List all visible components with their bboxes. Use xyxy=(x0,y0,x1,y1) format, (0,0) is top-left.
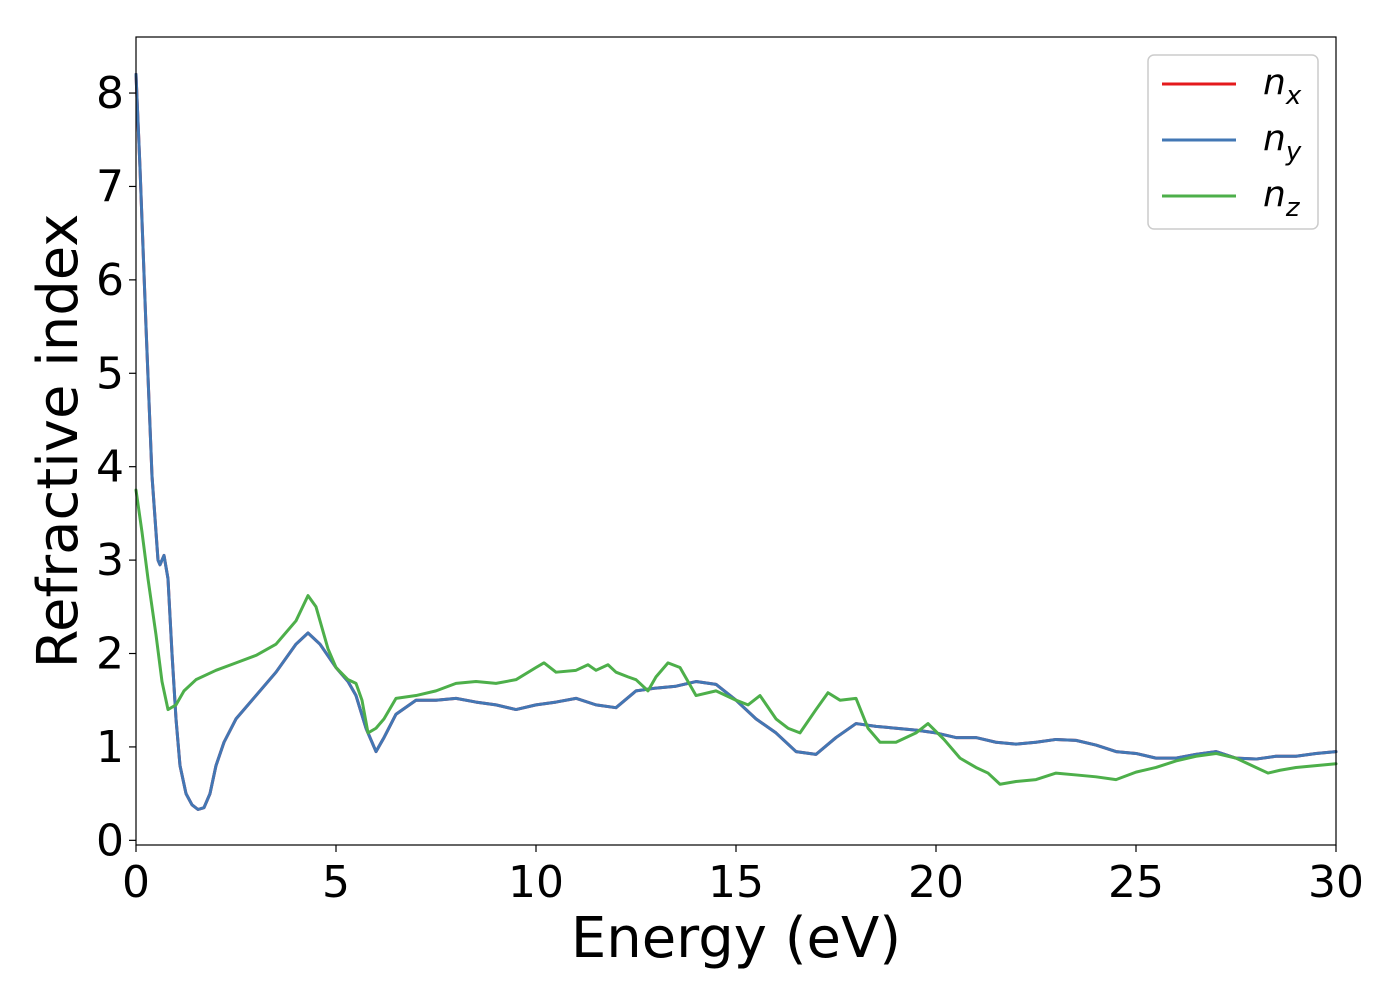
x-tick-label: 15 xyxy=(708,857,764,908)
y-tick-label: 7 xyxy=(96,161,124,212)
x-axis-title: Energy (eV) xyxy=(571,906,901,971)
x-axis-ticks: 0 5 10 15 20 25 30 xyxy=(122,845,1364,908)
y-tick-label: 8 xyxy=(96,68,124,119)
series-line-z xyxy=(134,488,1338,786)
y-tick-label: 2 xyxy=(96,629,124,680)
y-tick-label: 1 xyxy=(96,722,124,773)
y-tick-label: 4 xyxy=(96,442,124,493)
y-axis-ticks: 0 1 2 3 4 5 6 7 8 xyxy=(96,68,136,866)
x-tick-label: 10 xyxy=(508,857,564,908)
x-tick-label: 25 xyxy=(1108,857,1164,908)
x-tick-label: 30 xyxy=(1308,857,1364,908)
y-tick-label: 3 xyxy=(96,535,124,586)
y-axis-title: Refractive index xyxy=(26,214,91,669)
legend-label-z: nz xyxy=(1263,174,1301,223)
y-tick-label: 0 xyxy=(96,815,124,866)
legend: nx ny nz xyxy=(1147,54,1319,230)
series-line-y xyxy=(134,72,1338,811)
y-tick-label: 6 xyxy=(96,255,124,306)
legend-box xyxy=(1147,54,1319,230)
x-tick-label: 5 xyxy=(322,857,350,908)
legend-label-y: ny xyxy=(1263,118,1302,167)
x-tick-label: 20 xyxy=(908,857,964,908)
series-layer xyxy=(134,72,1338,811)
y-tick-label: 5 xyxy=(96,348,124,399)
legend-label-x: nx xyxy=(1263,62,1302,111)
x-tick-label: 0 xyxy=(122,857,150,908)
